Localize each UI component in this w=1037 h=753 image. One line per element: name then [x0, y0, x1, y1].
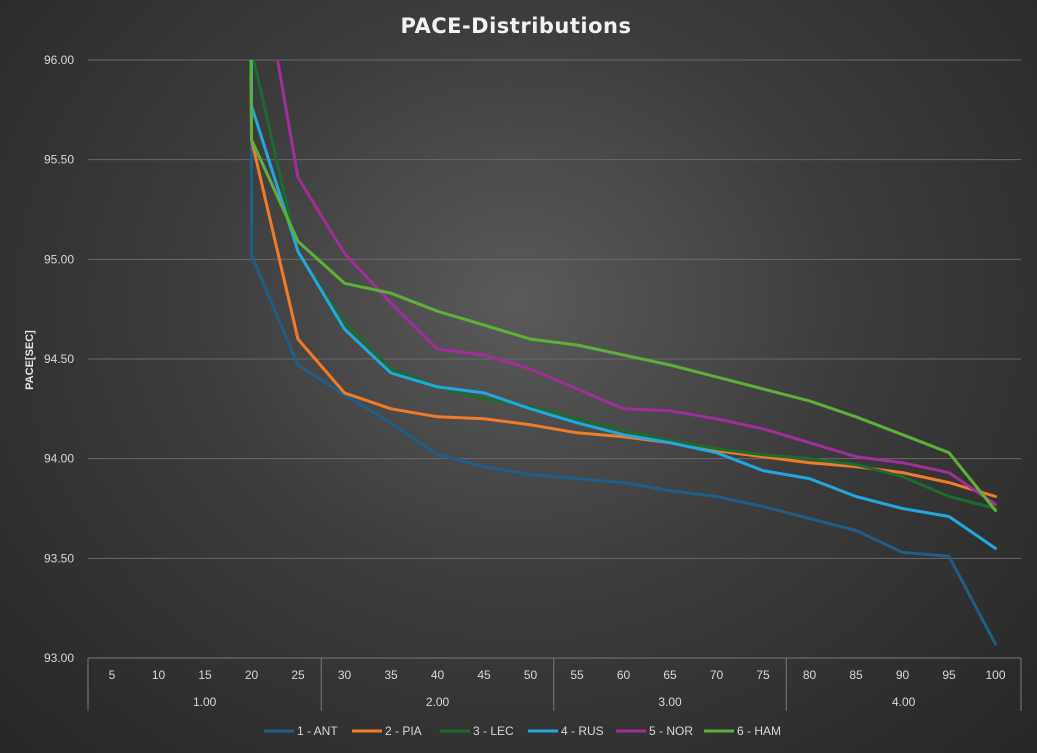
grid-lines — [88, 59, 1021, 659]
y-tick-label: 93.50 — [44, 551, 74, 565]
x-tick-label: 50 — [524, 668, 538, 682]
x-tick-label: 10 — [152, 668, 166, 682]
series-line — [250, 60, 997, 550]
series-line — [276, 60, 997, 506]
x-tick-label: 20 — [245, 668, 259, 682]
x-tick-label: 70 — [710, 668, 724, 682]
chart-title: PACE-Distributions — [400, 14, 631, 38]
y-axis-label: PACE[SEC] — [24, 330, 36, 390]
x-tick-label: 15 — [198, 668, 212, 682]
series-line — [252, 60, 997, 510]
series-line — [249, 60, 997, 498]
x-tick-label: 40 — [431, 668, 445, 682]
legend-label: 4 - RUS — [561, 724, 604, 738]
x-tick-label: 95 — [942, 668, 956, 682]
y-tick-label: 93.00 — [44, 651, 74, 665]
legend-label: 6 - HAM — [737, 724, 781, 738]
x-group-label: 2.00 — [426, 695, 450, 709]
y-axis-ticks: 93.00 93.50 94.00 94.50 95.00 95.50 96.00 — [44, 53, 74, 665]
y-tick-label: 94.50 — [44, 352, 74, 366]
x-tick-label: 75 — [756, 668, 770, 682]
x-tick-label: 45 — [477, 668, 491, 682]
x-tick-label: 80 — [803, 668, 817, 682]
x-group-label: 3.00 — [658, 695, 682, 709]
y-tick-label: 95.50 — [44, 153, 74, 167]
x-tick-label: 65 — [663, 668, 677, 682]
y-tick-label: 94.00 — [44, 452, 74, 466]
legend-label: 5 - NOR — [649, 724, 693, 738]
x-tick-label: 5 — [109, 668, 116, 682]
legend-label: 1 - ANT — [297, 724, 338, 738]
legend: 1 - ANT 2 - PIA 3 - LEC 4 - RUS 5 - NOR 6 - H… — [264, 724, 781, 738]
x-tick-label: 35 — [384, 668, 398, 682]
y-tick-label: 96.00 — [44, 53, 74, 67]
series-lines — [249, 60, 997, 646]
x-tick-label: 55 — [570, 668, 584, 682]
x-tick-label: 25 — [291, 668, 305, 682]
x-axis: 5 10 15 20 25 30 35 40 45 50 55 60 65 70 75 80 85 90 95 100… — [87, 657, 1022, 711]
y-tick-label: 95.00 — [44, 252, 74, 266]
x-group-label: 4.00 — [892, 695, 916, 709]
x-tick-label: 85 — [849, 668, 863, 682]
series-line — [250, 60, 997, 646]
x-tick-label: 30 — [338, 668, 352, 682]
legend-label: 2 - PIA — [385, 724, 422, 738]
x-tick-label: 90 — [896, 668, 910, 682]
x-tick-label: 100 — [985, 668, 1005, 682]
legend-label: 3 - LEC — [473, 724, 514, 738]
x-tick-label: 60 — [617, 668, 631, 682]
series-line — [249, 60, 997, 512]
x-group-label: 1.00 — [193, 695, 217, 709]
